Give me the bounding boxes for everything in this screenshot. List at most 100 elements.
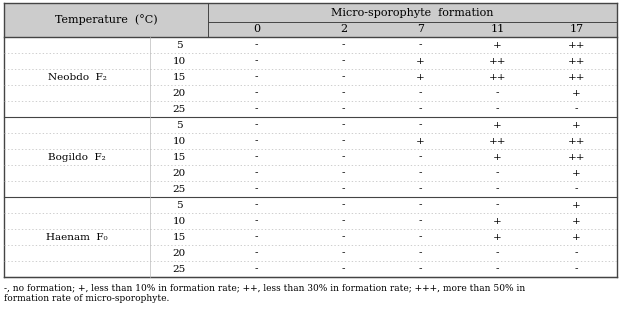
Text: +: + xyxy=(493,121,502,129)
Text: ++: ++ xyxy=(568,137,585,145)
Text: Micro-sporophyte  formation: Micro-sporophyte formation xyxy=(331,7,494,18)
Text: Temperature  (°C): Temperature (°C) xyxy=(55,15,157,25)
Text: 11: 11 xyxy=(491,24,505,35)
Bar xyxy=(4,3,617,22)
Text: ++: ++ xyxy=(568,56,585,66)
Text: -: - xyxy=(255,40,258,50)
Text: -: - xyxy=(255,121,258,129)
Text: +: + xyxy=(493,40,502,50)
Text: -: - xyxy=(342,216,345,226)
Text: -: - xyxy=(342,153,345,161)
Text: +: + xyxy=(416,137,425,145)
Text: 15: 15 xyxy=(173,72,186,82)
Text: -: - xyxy=(342,56,345,66)
Text: -: - xyxy=(419,248,422,258)
Text: -: - xyxy=(255,264,258,274)
Text: -: - xyxy=(342,121,345,129)
Text: formation rate of micro-sporophyte.: formation rate of micro-sporophyte. xyxy=(4,294,170,303)
Text: 25: 25 xyxy=(173,264,186,274)
Text: -: - xyxy=(419,264,422,274)
Text: 10: 10 xyxy=(173,56,186,66)
Text: -: - xyxy=(419,121,422,129)
Text: -: - xyxy=(419,216,422,226)
Text: -: - xyxy=(496,200,499,210)
Bar xyxy=(4,22,617,37)
Text: -: - xyxy=(342,137,345,145)
Text: -: - xyxy=(342,232,345,242)
Text: -: - xyxy=(342,40,345,50)
Text: -: - xyxy=(419,153,422,161)
Text: -: - xyxy=(419,232,422,242)
Text: -: - xyxy=(255,248,258,258)
Text: ++: ++ xyxy=(568,40,585,50)
Text: -: - xyxy=(575,105,578,113)
Text: 7: 7 xyxy=(417,24,424,35)
Text: -: - xyxy=(255,137,258,145)
Text: -: - xyxy=(255,153,258,161)
Text: -: - xyxy=(496,169,499,177)
Text: -: - xyxy=(255,56,258,66)
Text: +: + xyxy=(572,200,581,210)
Text: -: - xyxy=(496,185,499,194)
Text: Haenam  F₀: Haenam F₀ xyxy=(46,232,108,242)
Text: Bogildo  F₂: Bogildo F₂ xyxy=(48,153,106,161)
Text: -: - xyxy=(419,185,422,194)
Text: -: - xyxy=(255,200,258,210)
Text: 25: 25 xyxy=(173,105,186,113)
Text: -: - xyxy=(255,232,258,242)
Text: 25: 25 xyxy=(173,185,186,194)
Text: 20: 20 xyxy=(173,248,186,258)
Text: -: - xyxy=(496,105,499,113)
Text: ++: ++ xyxy=(568,153,585,161)
Text: -: - xyxy=(342,264,345,274)
Text: 17: 17 xyxy=(569,24,584,35)
Text: -: - xyxy=(419,88,422,97)
Text: -: - xyxy=(255,105,258,113)
Text: -: - xyxy=(255,185,258,194)
Text: +: + xyxy=(572,88,581,97)
Text: +: + xyxy=(416,72,425,82)
Text: 20: 20 xyxy=(173,169,186,177)
Text: -: - xyxy=(342,200,345,210)
Text: -, no formation; +, less than 10% in formation rate; ++, less than 30% in format: -, no formation; +, less than 10% in for… xyxy=(4,283,525,292)
Text: -: - xyxy=(255,72,258,82)
Text: -: - xyxy=(419,40,422,50)
Text: ++: ++ xyxy=(489,56,506,66)
Text: +: + xyxy=(572,216,581,226)
Text: 20: 20 xyxy=(173,88,186,97)
Text: 5: 5 xyxy=(176,121,183,129)
Text: ++: ++ xyxy=(568,72,585,82)
Text: +: + xyxy=(572,121,581,129)
Text: -: - xyxy=(342,248,345,258)
Text: -: - xyxy=(575,248,578,258)
Text: 5: 5 xyxy=(176,40,183,50)
Text: 10: 10 xyxy=(173,137,186,145)
Text: ++: ++ xyxy=(489,137,506,145)
Text: 5: 5 xyxy=(176,200,183,210)
Text: 0: 0 xyxy=(253,24,260,35)
Text: 10: 10 xyxy=(173,216,186,226)
Text: -: - xyxy=(419,105,422,113)
Text: -: - xyxy=(575,185,578,194)
Text: +: + xyxy=(493,216,502,226)
Text: -: - xyxy=(419,200,422,210)
Text: -: - xyxy=(496,88,499,97)
Text: -: - xyxy=(342,105,345,113)
Text: -: - xyxy=(255,169,258,177)
Text: +: + xyxy=(416,56,425,66)
Text: 15: 15 xyxy=(173,153,186,161)
Text: -: - xyxy=(419,169,422,177)
Text: +: + xyxy=(493,153,502,161)
Text: -: - xyxy=(342,72,345,82)
Text: ++: ++ xyxy=(489,72,506,82)
Text: -: - xyxy=(496,248,499,258)
Text: +: + xyxy=(572,232,581,242)
Text: +: + xyxy=(493,232,502,242)
Text: -: - xyxy=(255,216,258,226)
Text: -: - xyxy=(342,169,345,177)
Text: -: - xyxy=(342,88,345,97)
Text: Neobdo  F₂: Neobdo F₂ xyxy=(48,72,106,82)
Text: -: - xyxy=(255,88,258,97)
Text: -: - xyxy=(342,185,345,194)
Text: +: + xyxy=(572,169,581,177)
